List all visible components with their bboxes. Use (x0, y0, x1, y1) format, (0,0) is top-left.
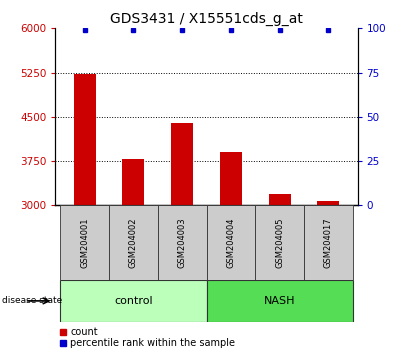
Text: NASH: NASH (264, 296, 296, 306)
Text: GSM204003: GSM204003 (178, 217, 187, 268)
Bar (109, 205, 158, 280)
Bar (269, 194, 291, 205)
Text: disease state: disease state (2, 296, 62, 306)
Bar (74, 74, 96, 205)
Text: control: control (114, 296, 153, 306)
Bar (60, 280, 206, 322)
Bar (317, 201, 339, 205)
Legend: count, percentile rank within the sample: count, percentile rank within the sample (60, 327, 235, 348)
Text: GSM204004: GSM204004 (226, 217, 236, 268)
Text: GSM204002: GSM204002 (129, 217, 138, 268)
Text: GSM204001: GSM204001 (80, 217, 89, 268)
Bar (207, 205, 255, 280)
Bar (220, 152, 242, 205)
Bar (255, 205, 304, 280)
Bar (207, 280, 353, 322)
Bar (304, 205, 353, 280)
Bar (158, 205, 206, 280)
Bar (171, 123, 193, 205)
Title: GDS3431 / X15551cds_g_at: GDS3431 / X15551cds_g_at (110, 12, 303, 26)
Text: GSM204017: GSM204017 (324, 217, 333, 268)
Text: GSM204005: GSM204005 (275, 217, 284, 268)
Bar (122, 159, 144, 205)
Bar (60, 205, 109, 280)
